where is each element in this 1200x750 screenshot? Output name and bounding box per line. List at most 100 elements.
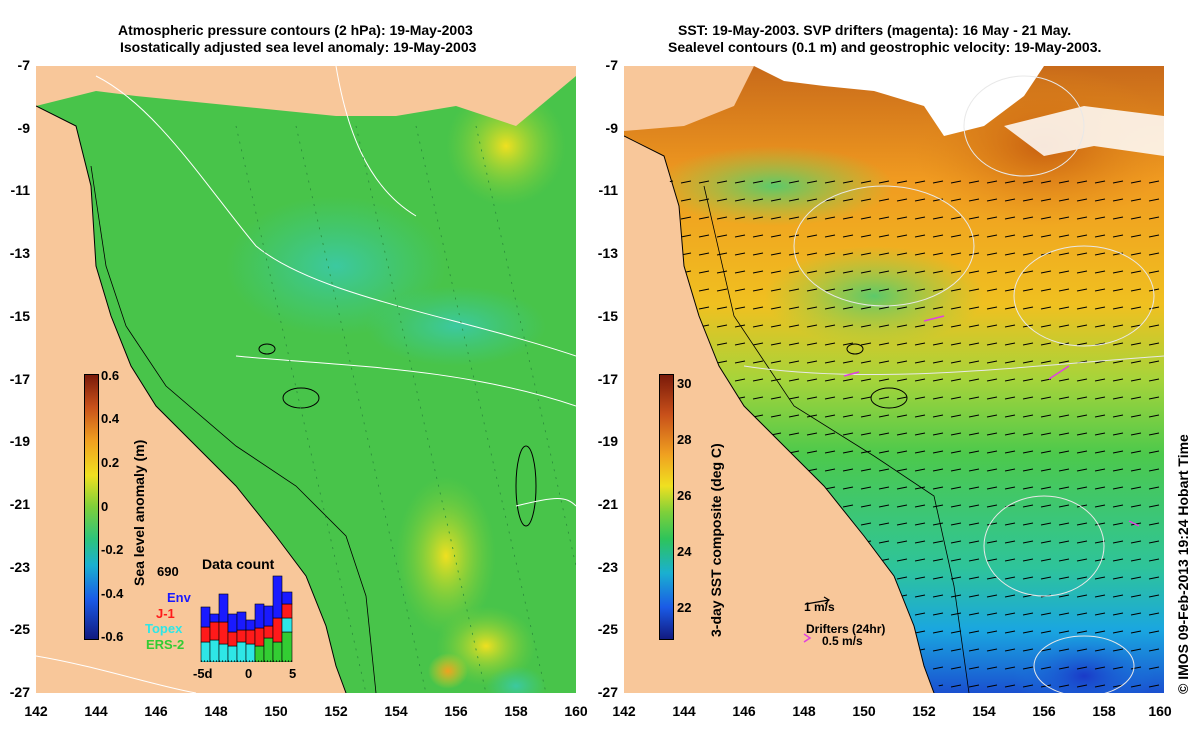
- left-y-tick: -11: [10, 182, 30, 198]
- right-title-line1: SST: 19-May-2003. SVP drifters (magenta)…: [678, 22, 1072, 38]
- left-x-tick: 144: [84, 703, 108, 719]
- sst-map: [624, 66, 1164, 693]
- right-x-tick: 142: [612, 703, 636, 719]
- right-x-tick: 146: [732, 703, 756, 719]
- pressure-contour: [335, 66, 417, 217]
- left-y-tick: -13: [9, 245, 30, 261]
- inset-legend-env: Env: [167, 590, 191, 605]
- right-y-tick: -19: [597, 433, 618, 449]
- inset-max-label: 690: [157, 564, 179, 579]
- right-colorbar-tick: 22: [677, 600, 692, 615]
- right-colorbar-tick: 28: [677, 432, 692, 447]
- right-title-line2: Sealevel contours (0.1 m) and geostrophi…: [668, 39, 1102, 55]
- inset-legend-ers2: ERS-2: [146, 637, 185, 652]
- right-x-tick: 148: [792, 703, 816, 719]
- velocity-vectors: [664, 166, 1164, 693]
- left-map: [36, 66, 576, 693]
- left-colorbar-tick: -0.4: [101, 586, 124, 601]
- reef-outline: [515, 445, 537, 527]
- right-x-tick: 150: [852, 703, 876, 719]
- left-x-tick: 148: [204, 703, 228, 719]
- left-x-tick: 160: [564, 703, 588, 719]
- left-y-tick: -21: [9, 496, 30, 512]
- new-guinea-land: [624, 66, 754, 131]
- left-colorbar: [84, 374, 99, 640]
- left-title-line2: Isostatically adjusted sea level anomaly…: [120, 39, 477, 55]
- left-y-tick: -7: [17, 57, 30, 73]
- anomaly-high-region: [446, 86, 566, 206]
- left-y-tick: -19: [9, 433, 30, 449]
- sealevel-contours: [743, 75, 1164, 693]
- right-y-tick: -13: [597, 245, 618, 261]
- right-y-tick: -15: [597, 308, 618, 324]
- pressure-contour: [515, 498, 576, 507]
- drifter-scale-arrow: [803, 633, 812, 643]
- right-y-tick: -21: [597, 496, 618, 512]
- pressure-contour: [95, 75, 576, 357]
- drifters-scale-label: 0.5 m/s: [822, 634, 863, 648]
- velocity-scale-label: 1 m/s: [804, 600, 835, 614]
- sea-level-anomaly-map: [36, 66, 576, 693]
- anomaly-peak-region: [428, 653, 468, 689]
- left-x-tick: 156: [444, 703, 468, 719]
- inset-legend-j1: J-1: [156, 606, 175, 621]
- left-x-tick: 150: [264, 703, 288, 719]
- right-map: [624, 66, 1164, 693]
- inset-xtick: -5d: [193, 666, 213, 681]
- left-colorbar-tick: 0: [101, 499, 109, 514]
- inset-title: Data count: [202, 556, 275, 572]
- altimeter-tracks: [235, 125, 576, 693]
- left-colorbar-tick: 0.4: [101, 411, 120, 426]
- isobath-contour: [90, 165, 377, 693]
- left-y-tick: -9: [17, 120, 30, 136]
- left-colorbar-label: Sea level anomaly (m): [131, 439, 147, 586]
- right-colorbar-tick: 24: [677, 544, 692, 559]
- left-y-tick: -23: [9, 559, 30, 575]
- right-x-tick: 156: [1032, 703, 1056, 719]
- right-x-tick: 160: [1148, 703, 1172, 719]
- left-colorbar-tick: 0.6: [101, 368, 120, 383]
- right-colorbar: [659, 374, 674, 640]
- inset-xtick: 5: [289, 666, 297, 681]
- reef-outline: [870, 387, 908, 409]
- anomaly-low-region: [486, 666, 546, 693]
- left-colorbar-tick: -0.6: [101, 629, 124, 644]
- left-colorbar-tick: -0.2: [101, 542, 124, 557]
- data-count-histogram: [200, 572, 294, 663]
- right-y-tick: -25: [597, 621, 618, 637]
- left-x-tick: 158: [504, 703, 528, 719]
- pressure-contour: [36, 655, 197, 693]
- right-x-tick: 154: [972, 703, 996, 719]
- credit-text: © IMOS 09-Feb-2013 19:24 Hobart Time: [1175, 434, 1191, 694]
- right-x-tick: 152: [912, 703, 936, 719]
- right-y-tick: -9: [605, 120, 618, 136]
- reef-outline: [846, 343, 864, 355]
- right-y-tick: -7: [605, 57, 618, 73]
- right-y-tick: -27: [597, 684, 618, 700]
- right-y-tick: -23: [597, 559, 618, 575]
- right-y-tick: -17: [597, 371, 618, 387]
- left-y-tick: -15: [9, 308, 30, 324]
- left-x-tick: 154: [384, 703, 408, 719]
- inset-legend-topex: Topex: [145, 621, 183, 636]
- anomaly-low-region: [366, 286, 546, 366]
- right-colorbar-tick: 30: [677, 376, 692, 391]
- new-guinea-land: [36, 66, 576, 126]
- drifter-tracks: [843, 315, 1140, 527]
- right-y-tick: -11: [598, 182, 618, 198]
- left-x-tick: 142: [24, 703, 48, 719]
- velocity-scale-arrowhead: [823, 596, 830, 605]
- left-x-tick: 146: [144, 703, 168, 719]
- left-x-tick: 152: [324, 703, 348, 719]
- right-x-tick: 144: [672, 703, 696, 719]
- drifters-label: Drifters (24hr): [806, 622, 886, 636]
- reef-outline: [258, 343, 276, 355]
- left-y-tick: -25: [9, 621, 30, 637]
- anomaly-high-region: [396, 476, 496, 636]
- inset-xtick: 0: [245, 666, 253, 681]
- right-x-tick: 158: [1092, 703, 1116, 719]
- left-y-tick: -27: [9, 684, 30, 700]
- coastline: [36, 105, 347, 693]
- histogram-bars: [200, 575, 293, 663]
- australia-land: [624, 136, 934, 693]
